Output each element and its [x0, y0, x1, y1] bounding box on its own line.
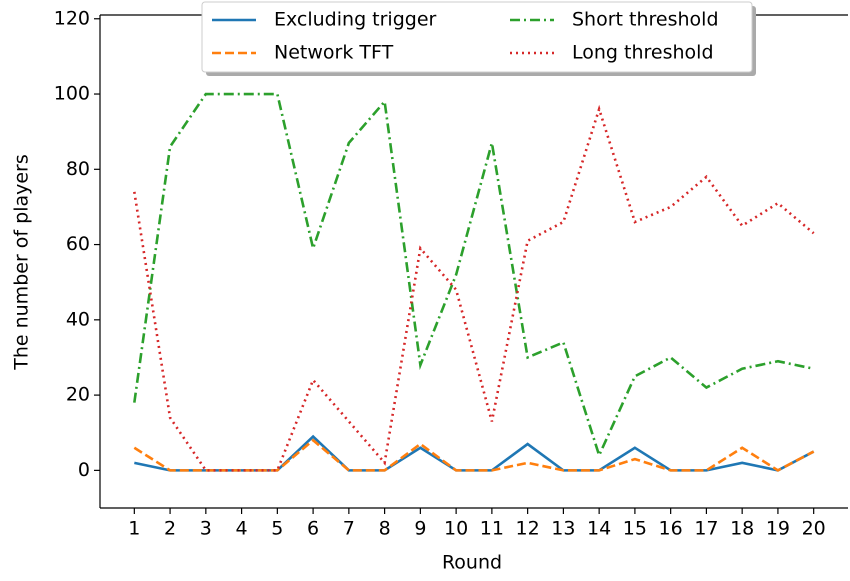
- legend-label: Short threshold: [572, 9, 719, 31]
- x-tick-label: 4: [236, 518, 248, 540]
- x-tick-label: 18: [730, 518, 754, 540]
- x-tick-label: 15: [623, 518, 647, 540]
- x-tick-label: 5: [271, 518, 283, 540]
- y-axis-label: The number of players: [11, 154, 33, 371]
- x-tick-label: 16: [659, 518, 683, 540]
- x-tick-label: 13: [551, 518, 575, 540]
- x-tick-label: 7: [343, 518, 355, 540]
- x-tick-label: 11: [480, 518, 504, 540]
- x-tick-label: 1: [128, 518, 140, 540]
- x-tick-label: 3: [200, 518, 212, 540]
- y-tick-label: 120: [54, 7, 90, 29]
- x-tick-label: 20: [802, 518, 826, 540]
- legend-label: Long threshold: [572, 42, 714, 64]
- legend-label: Network TFT: [274, 42, 394, 64]
- legend-label: Excluding trigger: [274, 9, 437, 31]
- x-tick-label: 8: [379, 518, 391, 540]
- y-tick-label: 0: [78, 459, 90, 481]
- x-tick-label: 14: [587, 518, 611, 540]
- data-line: [134, 434, 815, 472]
- y-tick-label: 40: [66, 308, 90, 330]
- x-tick-label: 2: [164, 518, 176, 540]
- legend: Excluding trigger Network TFT Short thresh…: [201, 1, 756, 76]
- x-tick-label: 19: [766, 518, 790, 540]
- y-tick-label: 60: [66, 233, 90, 255]
- y-tick-label: 100: [54, 83, 90, 105]
- data-line: [133, 92, 814, 459]
- legend-box: [201, 1, 753, 73]
- data-line: [133, 104, 815, 472]
- y-tick-label: 80: [66, 158, 90, 180]
- x-tick-label: 9: [414, 518, 426, 540]
- x-tick-label: 12: [516, 518, 540, 540]
- x-axis-label: Round: [442, 552, 502, 574]
- x-tick-label: 6: [307, 518, 319, 540]
- y-tick-label: 20: [66, 384, 90, 406]
- x-tick-label: 10: [444, 518, 468, 540]
- data-line: [133, 438, 815, 472]
- x-tick-label: 17: [694, 518, 718, 540]
